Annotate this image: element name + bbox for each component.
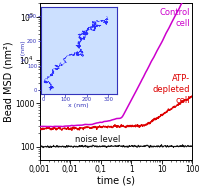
Text: ATP-
depleted
cell: ATP- depleted cell (152, 74, 189, 105)
Text: noise level: noise level (75, 135, 120, 144)
X-axis label: time (s): time (s) (97, 176, 134, 186)
Y-axis label: Bead MSD (nm²): Bead MSD (nm²) (3, 41, 13, 122)
Text: Control
cell: Control cell (159, 8, 189, 28)
